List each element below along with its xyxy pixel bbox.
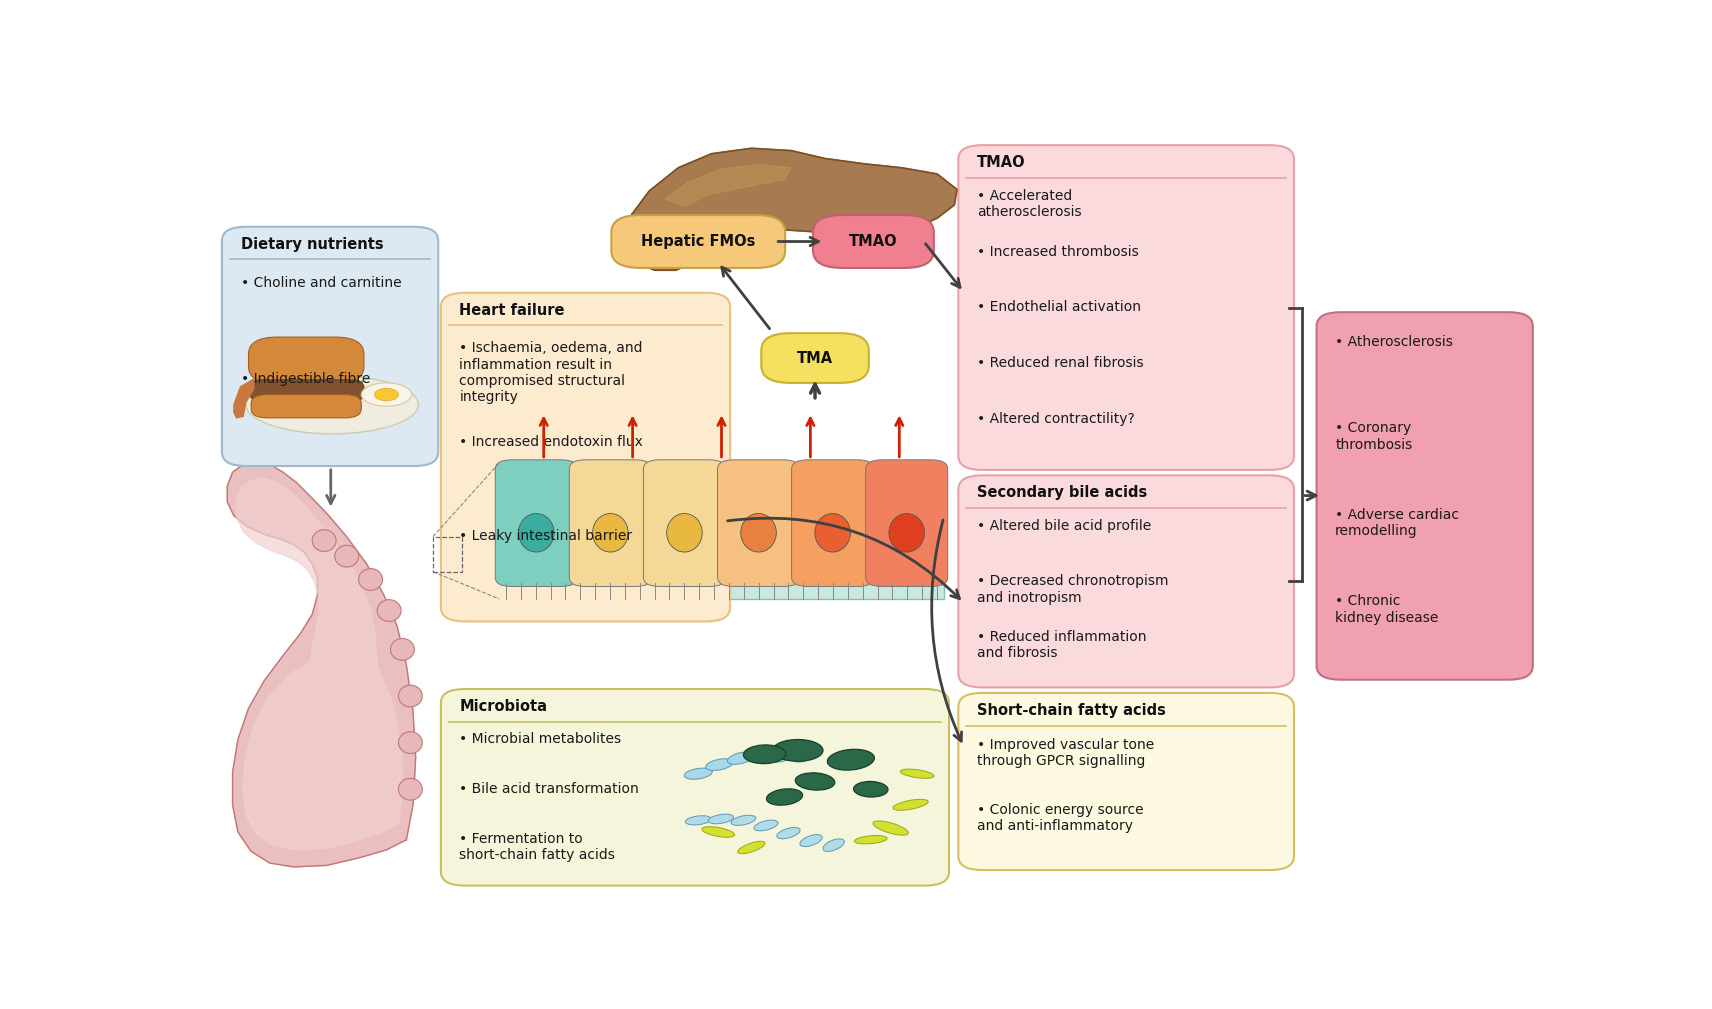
Ellipse shape	[854, 781, 889, 797]
Text: • Reduced renal fibrosis: • Reduced renal fibrosis	[978, 356, 1144, 370]
Text: • Atherosclerosis: • Atherosclerosis	[1335, 335, 1453, 349]
Text: TMAO: TMAO	[849, 234, 897, 249]
FancyBboxPatch shape	[500, 463, 943, 599]
FancyBboxPatch shape	[570, 460, 651, 586]
Text: • Increased thrombosis: • Increased thrombosis	[978, 245, 1138, 258]
Ellipse shape	[685, 768, 712, 779]
Text: • Leaky intestinal barrier: • Leaky intestinal barrier	[459, 530, 632, 544]
FancyBboxPatch shape	[252, 395, 361, 418]
Polygon shape	[625, 148, 957, 270]
Ellipse shape	[753, 820, 777, 830]
Text: • Microbial metabolites: • Microbial metabolites	[459, 733, 621, 747]
Ellipse shape	[793, 748, 817, 762]
Text: • Ischaemia, oedema, and
inflammation result in
compromised structural
integrity: • Ischaemia, oedema, and inflammation re…	[459, 341, 644, 404]
Ellipse shape	[854, 835, 887, 844]
Ellipse shape	[247, 375, 418, 434]
Ellipse shape	[901, 769, 935, 778]
Polygon shape	[664, 164, 791, 207]
Ellipse shape	[731, 815, 755, 825]
FancyBboxPatch shape	[959, 145, 1294, 470]
Polygon shape	[228, 461, 416, 867]
Ellipse shape	[709, 814, 733, 823]
Text: Dietary nutrients: Dietary nutrients	[240, 236, 383, 251]
Ellipse shape	[741, 514, 776, 552]
Ellipse shape	[873, 821, 909, 835]
FancyBboxPatch shape	[248, 337, 365, 383]
FancyBboxPatch shape	[442, 689, 948, 886]
Ellipse shape	[377, 599, 401, 622]
Text: • Colonic energy source
and anti-inflammatory: • Colonic energy source and anti-inflamm…	[978, 803, 1144, 833]
FancyBboxPatch shape	[791, 460, 873, 586]
Ellipse shape	[592, 514, 628, 552]
Ellipse shape	[750, 749, 776, 762]
Polygon shape	[235, 379, 253, 418]
Ellipse shape	[399, 732, 423, 754]
FancyBboxPatch shape	[959, 475, 1294, 687]
Text: • Fermentation to
short-chain fatty acids: • Fermentation to short-chain fatty acid…	[459, 832, 615, 863]
Ellipse shape	[728, 752, 753, 764]
Text: • Reduced inflammation
and fibrosis: • Reduced inflammation and fibrosis	[978, 630, 1147, 660]
FancyBboxPatch shape	[611, 215, 786, 268]
Polygon shape	[236, 478, 402, 850]
Ellipse shape	[375, 388, 399, 401]
Text: • Decreased chronotropism
and inotropism: • Decreased chronotropism and inotropism	[978, 574, 1168, 604]
Ellipse shape	[519, 514, 555, 552]
Ellipse shape	[800, 834, 822, 847]
Ellipse shape	[770, 749, 796, 762]
Text: • Chronic
kidney disease: • Chronic kidney disease	[1335, 594, 1438, 625]
FancyBboxPatch shape	[250, 379, 365, 402]
Text: • Accelerated
atherosclerosis: • Accelerated atherosclerosis	[978, 189, 1082, 219]
Text: TMA: TMA	[798, 350, 834, 365]
Text: Microbiota: Microbiota	[459, 699, 548, 713]
Ellipse shape	[702, 826, 734, 837]
FancyBboxPatch shape	[644, 460, 726, 586]
Text: • Indigestible fibre: • Indigestible fibre	[240, 372, 370, 385]
Text: TMAO: TMAO	[978, 155, 1025, 170]
Text: Heart failure: Heart failure	[459, 303, 565, 318]
Ellipse shape	[894, 799, 928, 810]
FancyBboxPatch shape	[495, 460, 577, 586]
Text: Short-chain fatty acids: Short-chain fatty acids	[978, 702, 1166, 717]
Ellipse shape	[361, 382, 411, 407]
Ellipse shape	[390, 639, 414, 660]
Ellipse shape	[336, 545, 358, 567]
Ellipse shape	[772, 740, 823, 761]
Text: • Bile acid transformation: • Bile acid transformation	[459, 782, 639, 796]
Ellipse shape	[705, 759, 733, 771]
FancyBboxPatch shape	[442, 293, 729, 622]
Text: • Adverse cardiac
remodelling: • Adverse cardiac remodelling	[1335, 508, 1459, 538]
Text: Secondary bile acids: Secondary bile acids	[978, 485, 1147, 500]
Text: • Coronary
thrombosis: • Coronary thrombosis	[1335, 422, 1412, 452]
FancyBboxPatch shape	[223, 227, 438, 466]
Ellipse shape	[738, 842, 765, 854]
Ellipse shape	[889, 514, 924, 552]
Ellipse shape	[358, 569, 382, 590]
Text: • Altered contractility?: • Altered contractility?	[978, 412, 1135, 426]
Ellipse shape	[823, 838, 844, 852]
Text: • Improved vascular tone
through GPCR signalling: • Improved vascular tone through GPCR si…	[978, 738, 1154, 768]
Polygon shape	[248, 381, 363, 386]
FancyBboxPatch shape	[762, 333, 868, 382]
Ellipse shape	[743, 745, 786, 764]
Ellipse shape	[827, 750, 875, 770]
Text: Hepatic FMOs: Hepatic FMOs	[640, 234, 755, 249]
Text: • Altered bile acid profile: • Altered bile acid profile	[978, 520, 1150, 534]
Ellipse shape	[312, 530, 336, 552]
Ellipse shape	[767, 789, 803, 805]
Text: • Increased endotoxin flux: • Increased endotoxin flux	[459, 435, 644, 449]
Ellipse shape	[777, 827, 800, 838]
FancyBboxPatch shape	[866, 460, 948, 586]
Text: • Choline and carnitine: • Choline and carnitine	[240, 275, 401, 290]
FancyBboxPatch shape	[959, 693, 1294, 870]
FancyBboxPatch shape	[717, 460, 800, 586]
Text: • Endothelial activation: • Endothelial activation	[978, 301, 1140, 315]
FancyBboxPatch shape	[813, 215, 933, 268]
Ellipse shape	[666, 514, 702, 552]
Ellipse shape	[399, 685, 423, 707]
Ellipse shape	[815, 514, 851, 552]
Ellipse shape	[399, 778, 423, 800]
FancyBboxPatch shape	[1317, 312, 1532, 680]
Ellipse shape	[796, 773, 835, 790]
Ellipse shape	[685, 815, 710, 825]
